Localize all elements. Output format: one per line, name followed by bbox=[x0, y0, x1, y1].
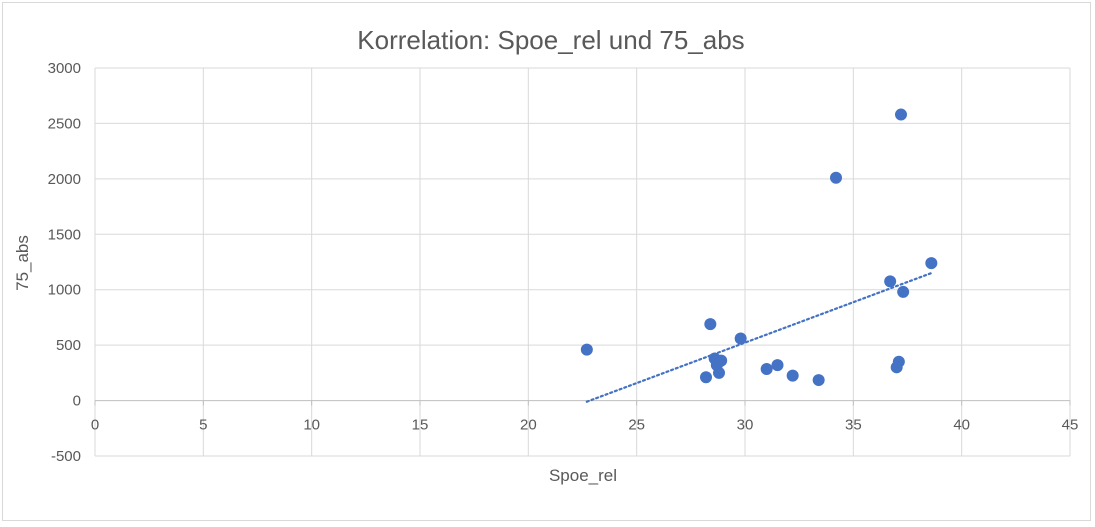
y-tick-label: 1000 bbox=[48, 282, 81, 299]
data-point bbox=[715, 354, 728, 367]
y-tick-label: 2000 bbox=[48, 171, 81, 188]
data-point bbox=[760, 362, 773, 375]
chart-title: Korrelation: Spoe_rel und 75_abs bbox=[357, 25, 744, 55]
y-tick-label: 3000 bbox=[48, 60, 81, 77]
y-tick-label: 2500 bbox=[48, 115, 81, 132]
y-axis-label: 75_abs bbox=[13, 235, 32, 291]
chart-frame: Korrelation: Spoe_rel und 75_abs 0 5 10 15 2… bbox=[2, 2, 1091, 521]
data-point bbox=[704, 318, 717, 331]
x-axis-ticks: 0 5 10 15 20 25 30 35 40 45 bbox=[91, 417, 1079, 434]
data-point bbox=[771, 359, 784, 372]
trendline bbox=[585, 271, 933, 403]
y-tick-label: 500 bbox=[56, 337, 81, 354]
gridlines bbox=[94, 67, 1071, 457]
y-tick-label: 1500 bbox=[48, 226, 81, 243]
data-point bbox=[700, 371, 712, 384]
data-point bbox=[580, 343, 593, 356]
trendline-group bbox=[585, 271, 933, 403]
data-point bbox=[713, 366, 725, 379]
x-tick-label: 30 bbox=[737, 417, 754, 434]
x-tick-label: 15 bbox=[412, 417, 429, 434]
x-tick-label: 45 bbox=[1062, 417, 1079, 434]
x-tick-label: 35 bbox=[845, 417, 862, 434]
y-tick-label: -500 bbox=[51, 448, 81, 465]
data-point bbox=[895, 108, 907, 121]
data-point bbox=[897, 285, 910, 298]
scatter-chart: Korrelation: Spoe_rel und 75_abs 0 5 10 15 2… bbox=[13, 25, 1079, 485]
data-point bbox=[925, 257, 938, 270]
x-axis-label: Spoe_rel bbox=[549, 466, 617, 485]
data-point bbox=[734, 332, 747, 345]
data-point bbox=[884, 275, 897, 288]
data-points bbox=[580, 108, 938, 387]
y-axis-ticks: -500 0 500 1000 1500 2000 2500 3000 bbox=[48, 60, 81, 465]
data-point bbox=[892, 355, 905, 368]
x-tick-label: 20 bbox=[520, 417, 537, 434]
x-tick-label: 40 bbox=[953, 417, 970, 434]
x-tick-label: 0 bbox=[91, 417, 99, 434]
y-tick-label: 0 bbox=[73, 393, 81, 410]
x-tick-label: 10 bbox=[303, 417, 320, 434]
x-tick-label: 5 bbox=[199, 417, 207, 434]
data-point bbox=[830, 171, 842, 184]
x-tick-label: 25 bbox=[628, 417, 645, 434]
data-point bbox=[786, 369, 799, 382]
data-point bbox=[812, 374, 825, 387]
